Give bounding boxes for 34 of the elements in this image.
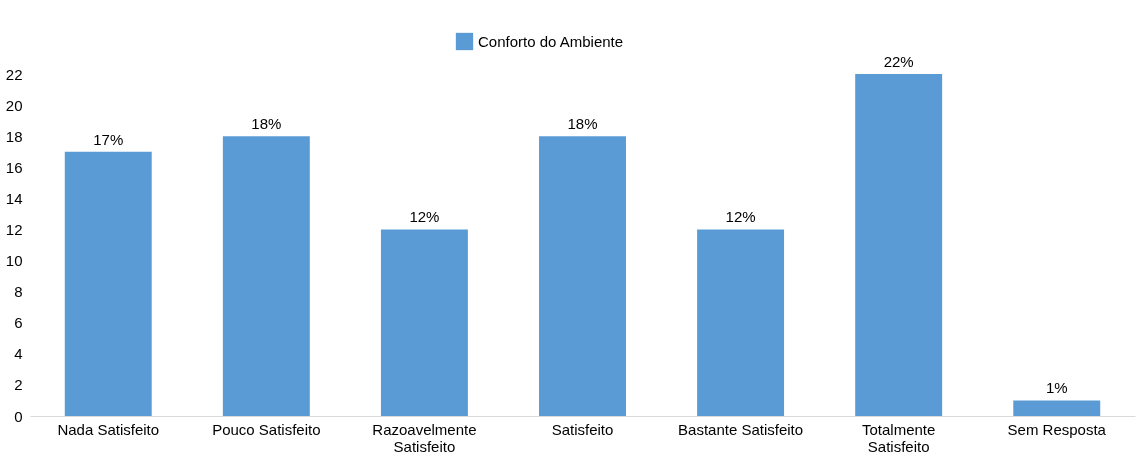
y-tick-label: 10 xyxy=(5,252,23,270)
x-tick-label: Sem Resposta xyxy=(1007,420,1107,438)
data-label: 18% xyxy=(567,115,598,133)
bar xyxy=(539,136,626,416)
data-label: 18% xyxy=(251,115,282,133)
y-tick-label: 16 xyxy=(5,158,23,176)
y-tick-label: 12 xyxy=(5,220,23,238)
x-tick-label: Satisfeito xyxy=(551,420,614,438)
x-tick-label: Totalmente Satisfeito xyxy=(861,420,936,455)
y-tick-label: 2 xyxy=(14,376,23,394)
bar xyxy=(64,151,152,416)
data-label: 1% xyxy=(1045,379,1068,397)
bar xyxy=(1013,400,1101,416)
data-label: 12% xyxy=(725,208,756,226)
y-tick-label: 14 xyxy=(5,189,23,207)
y-tick-label: 0 xyxy=(14,407,23,425)
legend-label: Conforto do Ambiente xyxy=(478,32,624,50)
y-tick-label: 18 xyxy=(5,127,23,145)
y-tick-label: 22 xyxy=(5,65,23,83)
y-tick-label: 20 xyxy=(5,96,23,114)
bar xyxy=(222,136,310,416)
data-label: 22% xyxy=(883,53,914,70)
y-tick-label: 8 xyxy=(14,283,23,301)
bar xyxy=(697,229,785,416)
data-label: 17% xyxy=(93,130,124,148)
y-tick-label: 4 xyxy=(14,345,23,363)
data-label: 12% xyxy=(409,208,440,226)
bar xyxy=(380,229,468,416)
x-tick-label: Razoavelmente Satisfeito xyxy=(372,420,477,455)
x-tick-label: Nada Satisfeito xyxy=(57,420,160,438)
bar xyxy=(855,74,943,416)
x-tick-label: Bastante Satisfeito xyxy=(678,420,804,438)
x-tick-label: Pouco Satisfeito xyxy=(212,420,321,438)
y-tick-label: 6 xyxy=(14,314,23,332)
